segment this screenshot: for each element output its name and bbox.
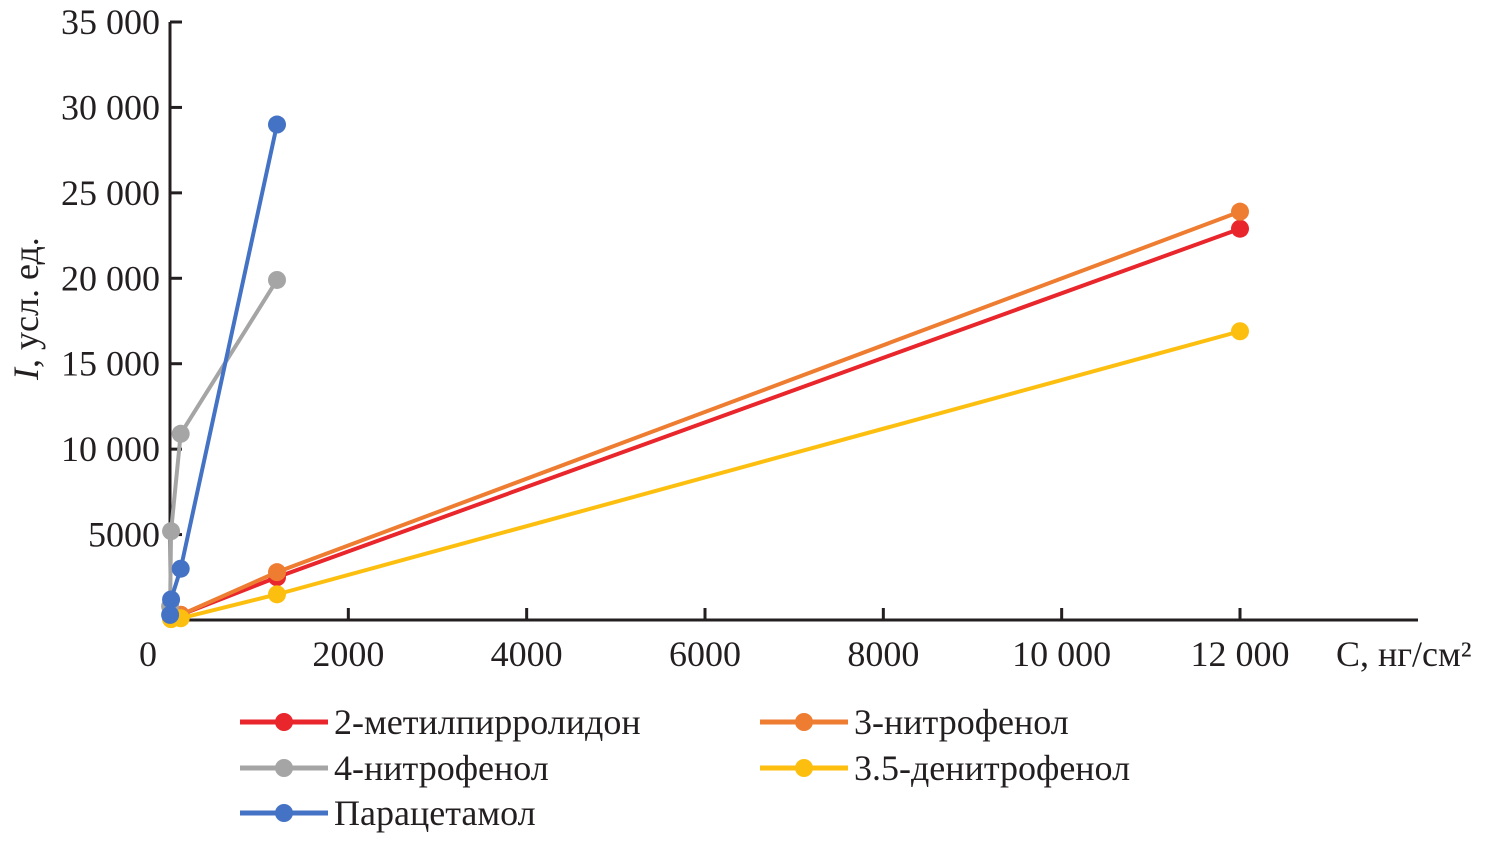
- y-tick-label: 10 000: [61, 429, 160, 469]
- legend-item: 4-нитрофенол: [240, 748, 549, 788]
- x-tick-label: 12 000: [1191, 634, 1290, 674]
- legend-item: 3.5-денитрофенол: [760, 748, 1130, 788]
- x-tick-label: 8000: [847, 634, 919, 674]
- x-tick-label: 10 000: [1012, 634, 1111, 674]
- y-axis-label-var: I: [6, 366, 46, 381]
- data-point: [162, 590, 181, 609]
- y-tick-label: 15 000: [61, 344, 160, 384]
- legend-label: 2-метилпирролидон: [334, 702, 641, 742]
- y-tick-label: 35 000: [61, 2, 160, 42]
- legend-marker: [795, 713, 813, 731]
- series-2-метилпирролидон: [162, 219, 1249, 628]
- data-point: [268, 115, 286, 134]
- data-point: [268, 270, 286, 289]
- legend-marker: [275, 759, 293, 777]
- x-tick-label: 4000: [491, 634, 563, 674]
- series-line: [170, 226, 1241, 621]
- data-point: [268, 563, 286, 582]
- y-tick-label: 20 000: [61, 258, 160, 298]
- series-3-нитрофенол: [162, 202, 1249, 627]
- y-axis-label-unit: , усл. ед.: [6, 237, 46, 368]
- y-tick-label: 25 000: [61, 173, 160, 213]
- legend: 2-метилпирролидон 3-нитрофенол 4-нитрофено…: [240, 702, 1130, 833]
- y-axis-label: I, усл. ед.: [6, 237, 46, 381]
- series-line: [170, 329, 1241, 622]
- legend-label: 4-нитрофенол: [334, 748, 549, 788]
- data-point: [171, 424, 190, 443]
- legend-label: 3.5-денитрофенол: [854, 748, 1130, 788]
- y-tick-label: 5000: [88, 515, 160, 555]
- legend-label: 3-нитрофенол: [854, 702, 1069, 742]
- series-line: [168, 278, 279, 607]
- legend-marker: [275, 804, 293, 822]
- series-Парацетамол: [161, 115, 286, 624]
- legend-marker: [275, 713, 293, 731]
- legend-item: 3-нитрофенол: [760, 702, 1069, 742]
- data-point: [162, 522, 181, 541]
- data-point: [171, 559, 190, 578]
- data-point: [1231, 202, 1249, 221]
- legend-marker: [795, 759, 813, 777]
- x-tick-label: 0: [139, 634, 157, 674]
- series-line: [168, 124, 279, 615]
- data-point: [268, 585, 286, 604]
- legend-label: Парацетамол: [334, 793, 536, 833]
- x-tick-label: 6000: [669, 634, 741, 674]
- axes: 0 2000 4000 6000 8000 10 000 12 000 5000 10 000 1…: [61, 2, 1418, 674]
- legend-item: Парацетамол: [240, 793, 536, 833]
- series-3.5-денитрофенол: [162, 322, 1249, 629]
- x-axis-label: C, нг/см²: [1336, 634, 1472, 674]
- x-tick-label: 2000: [312, 634, 384, 674]
- series-4-нитрофенол: [161, 270, 286, 616]
- y-tick-label: 30 000: [61, 87, 160, 127]
- data-point: [1231, 322, 1249, 341]
- data-point: [1231, 219, 1249, 238]
- legend-item: 2-метилпирролидон: [240, 702, 641, 742]
- data-point: [161, 605, 180, 624]
- series-group: [161, 115, 1249, 629]
